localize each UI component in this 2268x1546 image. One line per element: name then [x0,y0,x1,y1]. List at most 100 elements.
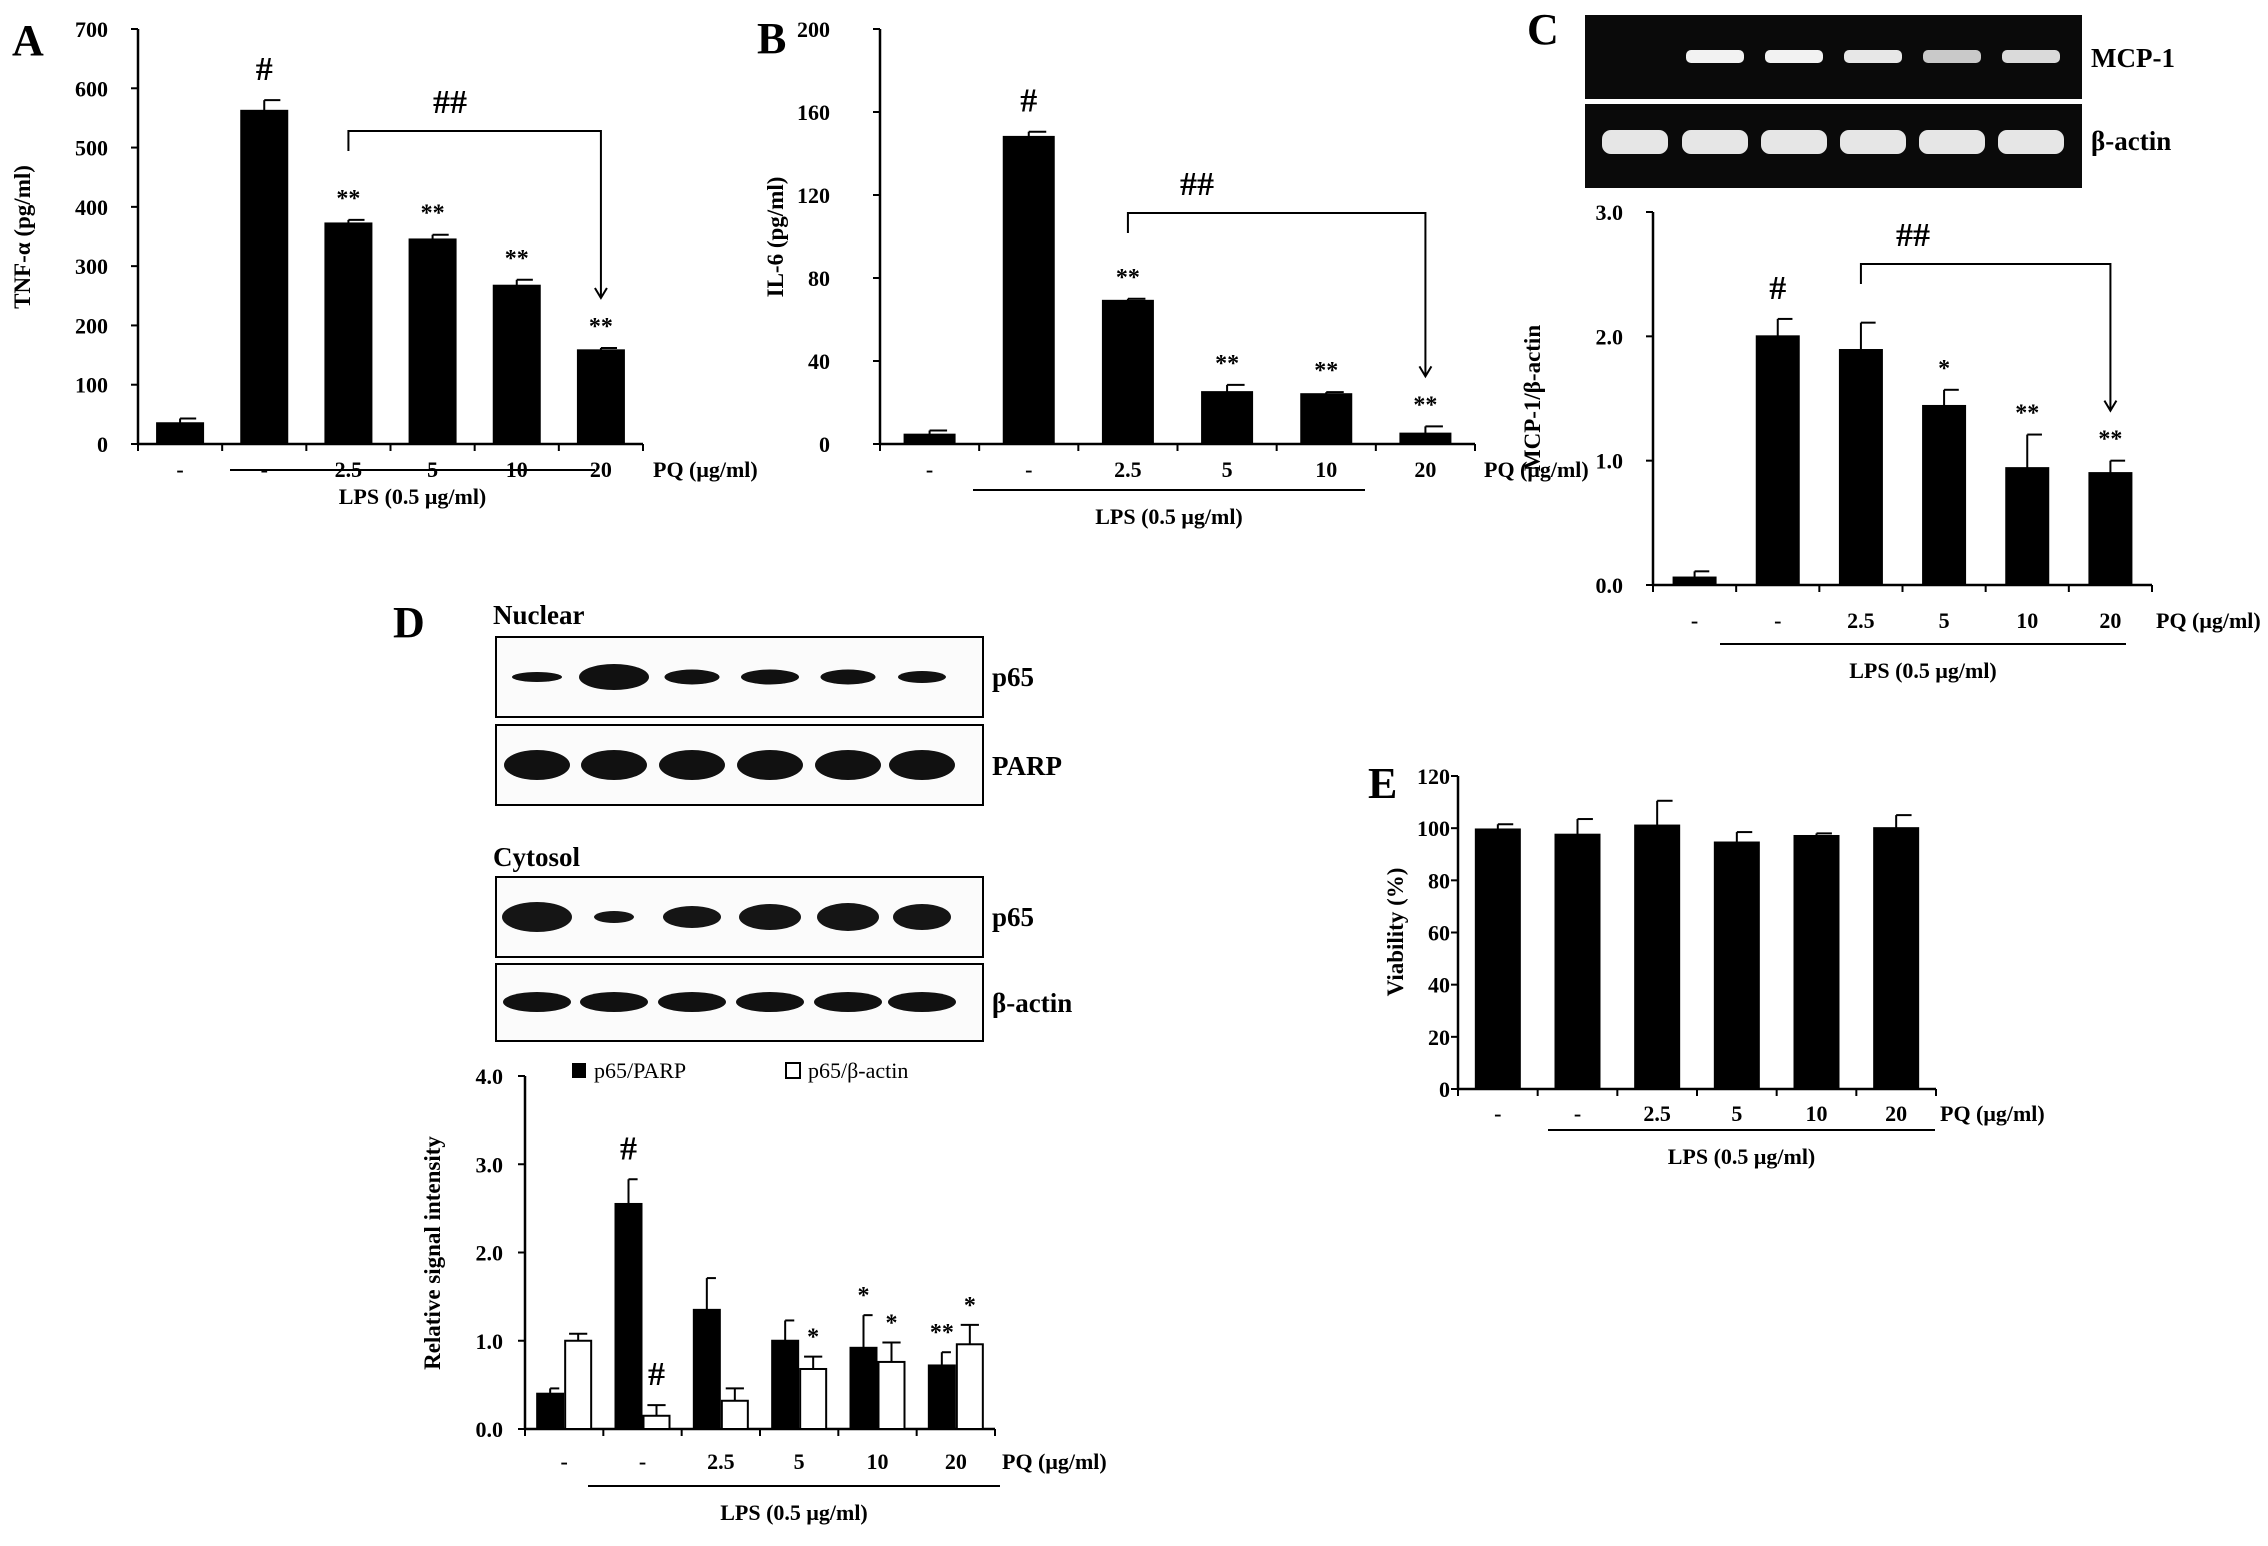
d-p65-nuclear-band [664,669,720,685]
e-y-tick-label: 100 [1417,816,1450,841]
d-actin-band [580,992,648,1012]
d-significance-mark: * [964,1293,976,1319]
d-p65-cytosol-band [893,904,951,930]
e-x-unit-label: PQ (μg/ml) [1940,1101,2045,1126]
e-y-tick-label: 60 [1428,921,1450,946]
a-y-tick-label: 0 [97,432,108,457]
d-significance-mark: # [620,1130,637,1167]
b-bar [1101,299,1154,446]
d-actin-band [658,992,726,1012]
e-bar [1713,841,1760,1091]
d-bar [536,1392,565,1430]
a-bracket [347,130,602,298]
c-mcp1-band [1765,50,1823,63]
d-actin-band [888,992,956,1012]
a-bar [324,222,373,445]
a-y-tick-label: 600 [75,76,108,101]
d-bar [642,1414,671,1430]
d-x-unit-label: PQ (μg/ml) [1002,1449,1107,1474]
a-y-tick-label: 200 [75,313,108,338]
c-mcp1-band [1686,50,1744,63]
d-bar [849,1346,878,1431]
e-category-label: 2.5 [1643,1101,1671,1126]
a-lps-group-label: LPS (0.5 μg/ml) [339,484,487,509]
d-category-label: 10 [867,1449,889,1474]
c-category-label: - [1774,608,1781,633]
d-p65-nuclear-band [579,664,649,690]
b-y-tick-label: 160 [797,100,830,125]
e-bar [1554,833,1601,1090]
d-category-label: - [639,1449,646,1474]
b-category-label: - [1025,457,1032,482]
c-bar [1672,576,1717,586]
b-significance-mark: ** [1314,358,1338,384]
d-y-tick-label: 4.0 [476,1064,504,1089]
c-y-axis-label: MCP-1/β-actin [1520,325,1545,471]
e-y-tick-label: 0 [1439,1077,1450,1102]
d-parp-band [815,750,881,780]
d-category-label: - [561,1449,568,1474]
d-p65-nuclear-label: p65 [992,662,1034,692]
panel-label-a: A [12,16,44,65]
c-category-label: - [1691,608,1698,633]
a-bar [240,109,289,445]
a-category-label: 20 [590,457,612,482]
e-category-label: - [1574,1101,1581,1126]
b-category-label: 20 [1414,457,1436,482]
b-bracket-label: ## [1180,166,1214,203]
d-p65-cytosol-band [663,906,721,928]
c-mcp1-band [1923,50,1981,63]
e-bar [1793,834,1840,1090]
b-category-label: - [926,457,933,482]
a-significance-mark: # [256,51,273,88]
b-significance-mark: ** [1116,265,1140,291]
a-y-tick-label: 500 [75,136,108,161]
b-bar [903,433,956,446]
b-category-label: 5 [1222,457,1233,482]
d-p65-nuclear-band [512,672,562,682]
d-bar [692,1308,721,1431]
b-y-tick-label: 0 [819,432,830,457]
b-category-label: 2.5 [1114,457,1142,482]
d-p65-cytosol-band [739,904,801,930]
c-y-tick-label: 1.0 [1596,449,1624,474]
b-significance-mark: # [1020,83,1037,120]
d-parp-label: PARP [992,751,1062,781]
a-x-unit-label: PQ (μg/ml) [653,457,758,482]
b-y-tick-label: 120 [797,183,830,208]
b-y-tick-label: 40 [808,349,830,374]
e-category-label: 20 [1885,1101,1907,1126]
a-y-tick-label: 300 [75,254,108,279]
e-y-axis-label: Viability (%) [1383,868,1408,997]
c-actin-band [1998,130,2064,154]
c-category-label: 5 [1939,608,1950,633]
d-significance-mark: # [648,1356,665,1393]
b-significance-mark: ** [1215,351,1239,377]
a-y-tick-label: 100 [75,373,108,398]
d-category-label: 20 [945,1449,967,1474]
c-actin-band [1602,130,1668,154]
d-parp-band [659,750,725,780]
c-category-label: 2.5 [1847,608,1875,633]
c-actin-band [1919,130,1985,154]
d-bar [771,1339,800,1430]
d-nuclear-label: Nuclear [493,600,584,630]
d-bar [955,1343,984,1431]
e-bar [1474,828,1521,1090]
d-parp-band [504,750,570,780]
d-parp-band [581,750,647,780]
c-significance-mark: * [1938,356,1950,382]
panel-label-e: E [1368,759,1397,808]
c-mcp1-label: MCP-1 [2091,43,2175,73]
c-actin-band [1682,130,1748,154]
a-y-tick-label: 400 [75,195,108,220]
c-category-label: 10 [2016,608,2038,633]
c-significance-mark: # [1769,270,1786,307]
d-western-blot: Nuclear Cytosol p65 PARP p65 β-actin [493,600,1072,1042]
e-y-tick-label: 80 [1428,868,1450,893]
d-p65-nuclear-band [820,669,876,685]
a-significance-mark: ** [336,186,360,212]
d-significance-mark: ** [930,1320,954,1346]
d-category-label: 2.5 [707,1449,735,1474]
d-category-label: 5 [794,1449,805,1474]
